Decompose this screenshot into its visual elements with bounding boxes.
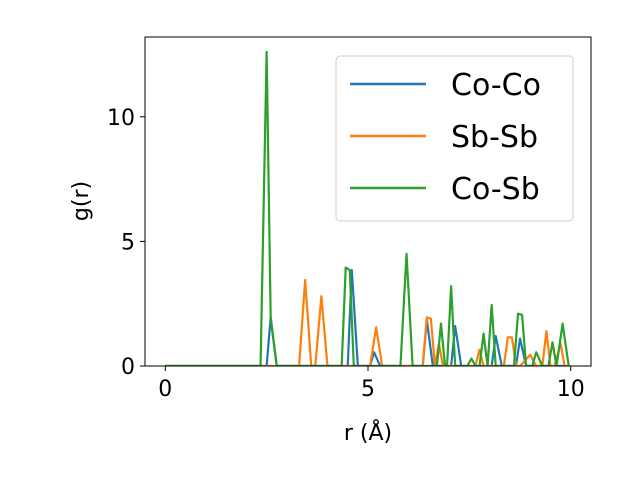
legend-label-Sb-Sb: Sb-Sb <box>451 120 538 155</box>
x-axis-label: r (Å) <box>344 419 392 446</box>
y-tick-label: 0 <box>121 355 135 380</box>
y-tick-label: 5 <box>121 230 135 255</box>
y-tick-label: 10 <box>107 106 135 131</box>
series-layer <box>165 50 570 366</box>
x-tick-label: 5 <box>361 377 375 402</box>
x-axis-ticks: 0 5 10 <box>158 366 585 402</box>
series-line-Co-Sb <box>165 50 570 366</box>
series-line-Sb-Sb <box>165 278 569 366</box>
legend-box <box>335 55 574 222</box>
legend: Co-Co Sb-Sb Co-Sb <box>335 55 574 222</box>
y-axis-label: g(r) <box>69 181 94 221</box>
y-axis-ticks: 0 5 10 <box>107 106 145 380</box>
x-tick-label: 10 <box>557 377 585 402</box>
legend-label-Co-Sb: Co-Sb <box>451 172 540 207</box>
series-line-Co-Co <box>165 268 569 366</box>
x-tick-label: 0 <box>158 377 172 402</box>
legend-label-Co-Co: Co-Co <box>451 68 541 103</box>
